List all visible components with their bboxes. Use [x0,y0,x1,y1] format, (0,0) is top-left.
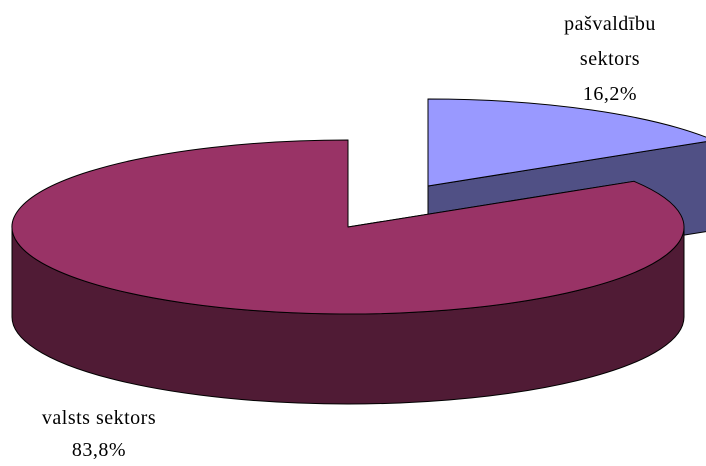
category-label: pašvaldību sektors [564,13,656,70]
slice [427,98,706,187]
slice-label: pašvaldību sektors 16,2% [540,7,680,112]
slice-label: valsts sektors 83,8% [4,402,194,466]
slice [11,139,685,315]
category-label: valsts sektors [41,407,157,429]
value-label: 16,2% [582,83,638,105]
value-label: 83,8% [71,439,127,461]
